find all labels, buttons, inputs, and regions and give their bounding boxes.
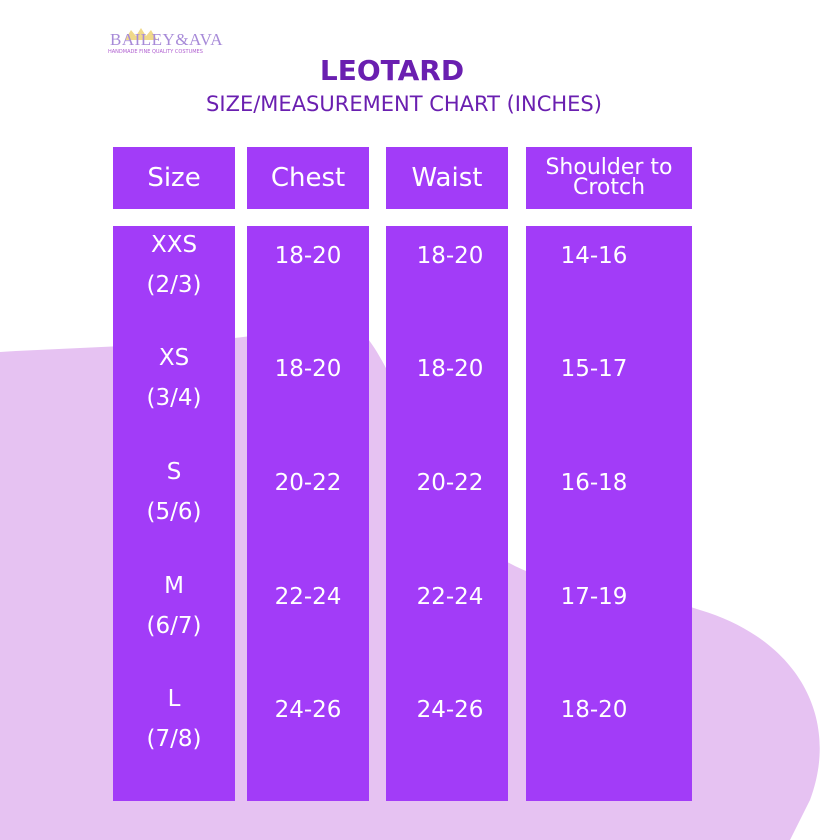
column-header: Shoulder to Crotch bbox=[526, 147, 692, 209]
column-header: Chest bbox=[247, 147, 369, 209]
size-label: S bbox=[166, 459, 182, 485]
column-body bbox=[113, 226, 235, 801]
size-label: XS bbox=[158, 345, 190, 371]
measurement: 18-20 bbox=[560, 697, 628, 723]
column-header: Size bbox=[113, 147, 235, 209]
logo-tagline: HANDMADE FINE QUALITY COSTUMES bbox=[108, 49, 203, 55]
age-label: (5/6) bbox=[146, 499, 202, 525]
measurement: 24-26 bbox=[416, 697, 484, 723]
logo-brand: BAILEY&AVA bbox=[110, 30, 223, 49]
drop bbox=[33, 778, 57, 802]
size-label: M bbox=[164, 573, 184, 599]
measurement: 24-26 bbox=[274, 697, 342, 723]
measurement: 18-20 bbox=[416, 356, 484, 382]
measurement: 18-20 bbox=[416, 243, 484, 269]
column-body bbox=[247, 226, 369, 801]
measurement: 22-24 bbox=[416, 584, 484, 610]
measurement: 16-18 bbox=[560, 470, 628, 496]
age-label: (6/7) bbox=[146, 613, 202, 639]
size-label: L bbox=[167, 686, 181, 712]
measurement: 14-16 bbox=[560, 243, 628, 269]
column-body bbox=[526, 226, 692, 801]
age-label: (2/3) bbox=[146, 272, 202, 298]
column-header: Waist bbox=[386, 147, 508, 209]
subtitle: SIZE/MEASUREMENT CHART (INCHES) bbox=[206, 92, 602, 116]
size-label: XXS bbox=[150, 232, 198, 258]
column-body bbox=[386, 226, 508, 801]
title: LEOTARD bbox=[319, 54, 465, 87]
measurement: 17-19 bbox=[560, 584, 628, 610]
measurement: 20-22 bbox=[274, 470, 342, 496]
crown bbox=[125, 28, 157, 40]
measurement: 18-20 bbox=[274, 356, 342, 382]
age-label: (3/4) bbox=[146, 385, 202, 411]
measurement: 18-20 bbox=[274, 243, 342, 269]
measurement: 20-22 bbox=[416, 470, 484, 496]
measurement: 22-24 bbox=[274, 584, 342, 610]
measurement: 15-17 bbox=[560, 356, 628, 382]
age-label: (7/8) bbox=[146, 726, 202, 752]
